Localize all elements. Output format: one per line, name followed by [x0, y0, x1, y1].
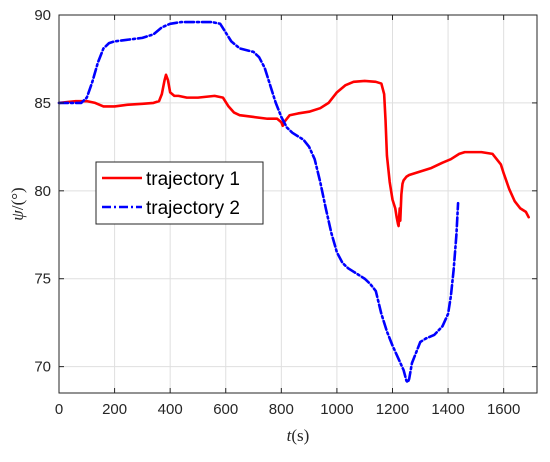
x-axis-label-symbol: t: [287, 426, 293, 445]
y-tick-label: 85: [34, 95, 51, 112]
x-axis-label-unit: (s): [291, 426, 309, 445]
x-tick-label: 1000: [320, 401, 353, 418]
x-tick-label: 1600: [487, 401, 520, 418]
x-tick-label: 200: [102, 401, 127, 418]
y-axis-label-symbol: ψ: [8, 210, 27, 221]
y-tick-label: 80: [34, 183, 51, 200]
x-tick-label: 0: [55, 401, 63, 418]
legend-label-trajectory-1: trajectory 1: [146, 169, 240, 190]
plot-frame: [58, 14, 538, 394]
legend-box: [95, 161, 264, 225]
x-tick-label: 600: [213, 401, 238, 418]
legend: trajectory 1 trajectory 2: [95, 161, 264, 225]
x-tick-label: 800: [269, 401, 294, 418]
x-axis-label: t(s): [287, 426, 310, 445]
x-tick-label: 1400: [431, 401, 464, 418]
legend-label-trajectory-2: trajectory 2: [146, 198, 240, 219]
series-line-trajectory-1: [57, 73, 530, 228]
y-tick-label: 70: [34, 359, 51, 376]
y-axis-label-unit: /(°): [8, 187, 27, 210]
series-group: [57, 20, 530, 384]
y-tick-label: 75: [34, 271, 51, 288]
ticks: 0 200 400 600 800 1000 1200 1400 1600 70 75 80 85 90: [34, 7, 537, 418]
series-line-trajectory-2: [57, 20, 460, 384]
x-tick-label: 400: [158, 401, 183, 418]
y-tick-label: 90: [34, 7, 51, 24]
x-tick-label: 1200: [376, 401, 409, 418]
y-axis-label: ψ/(°): [8, 187, 27, 220]
